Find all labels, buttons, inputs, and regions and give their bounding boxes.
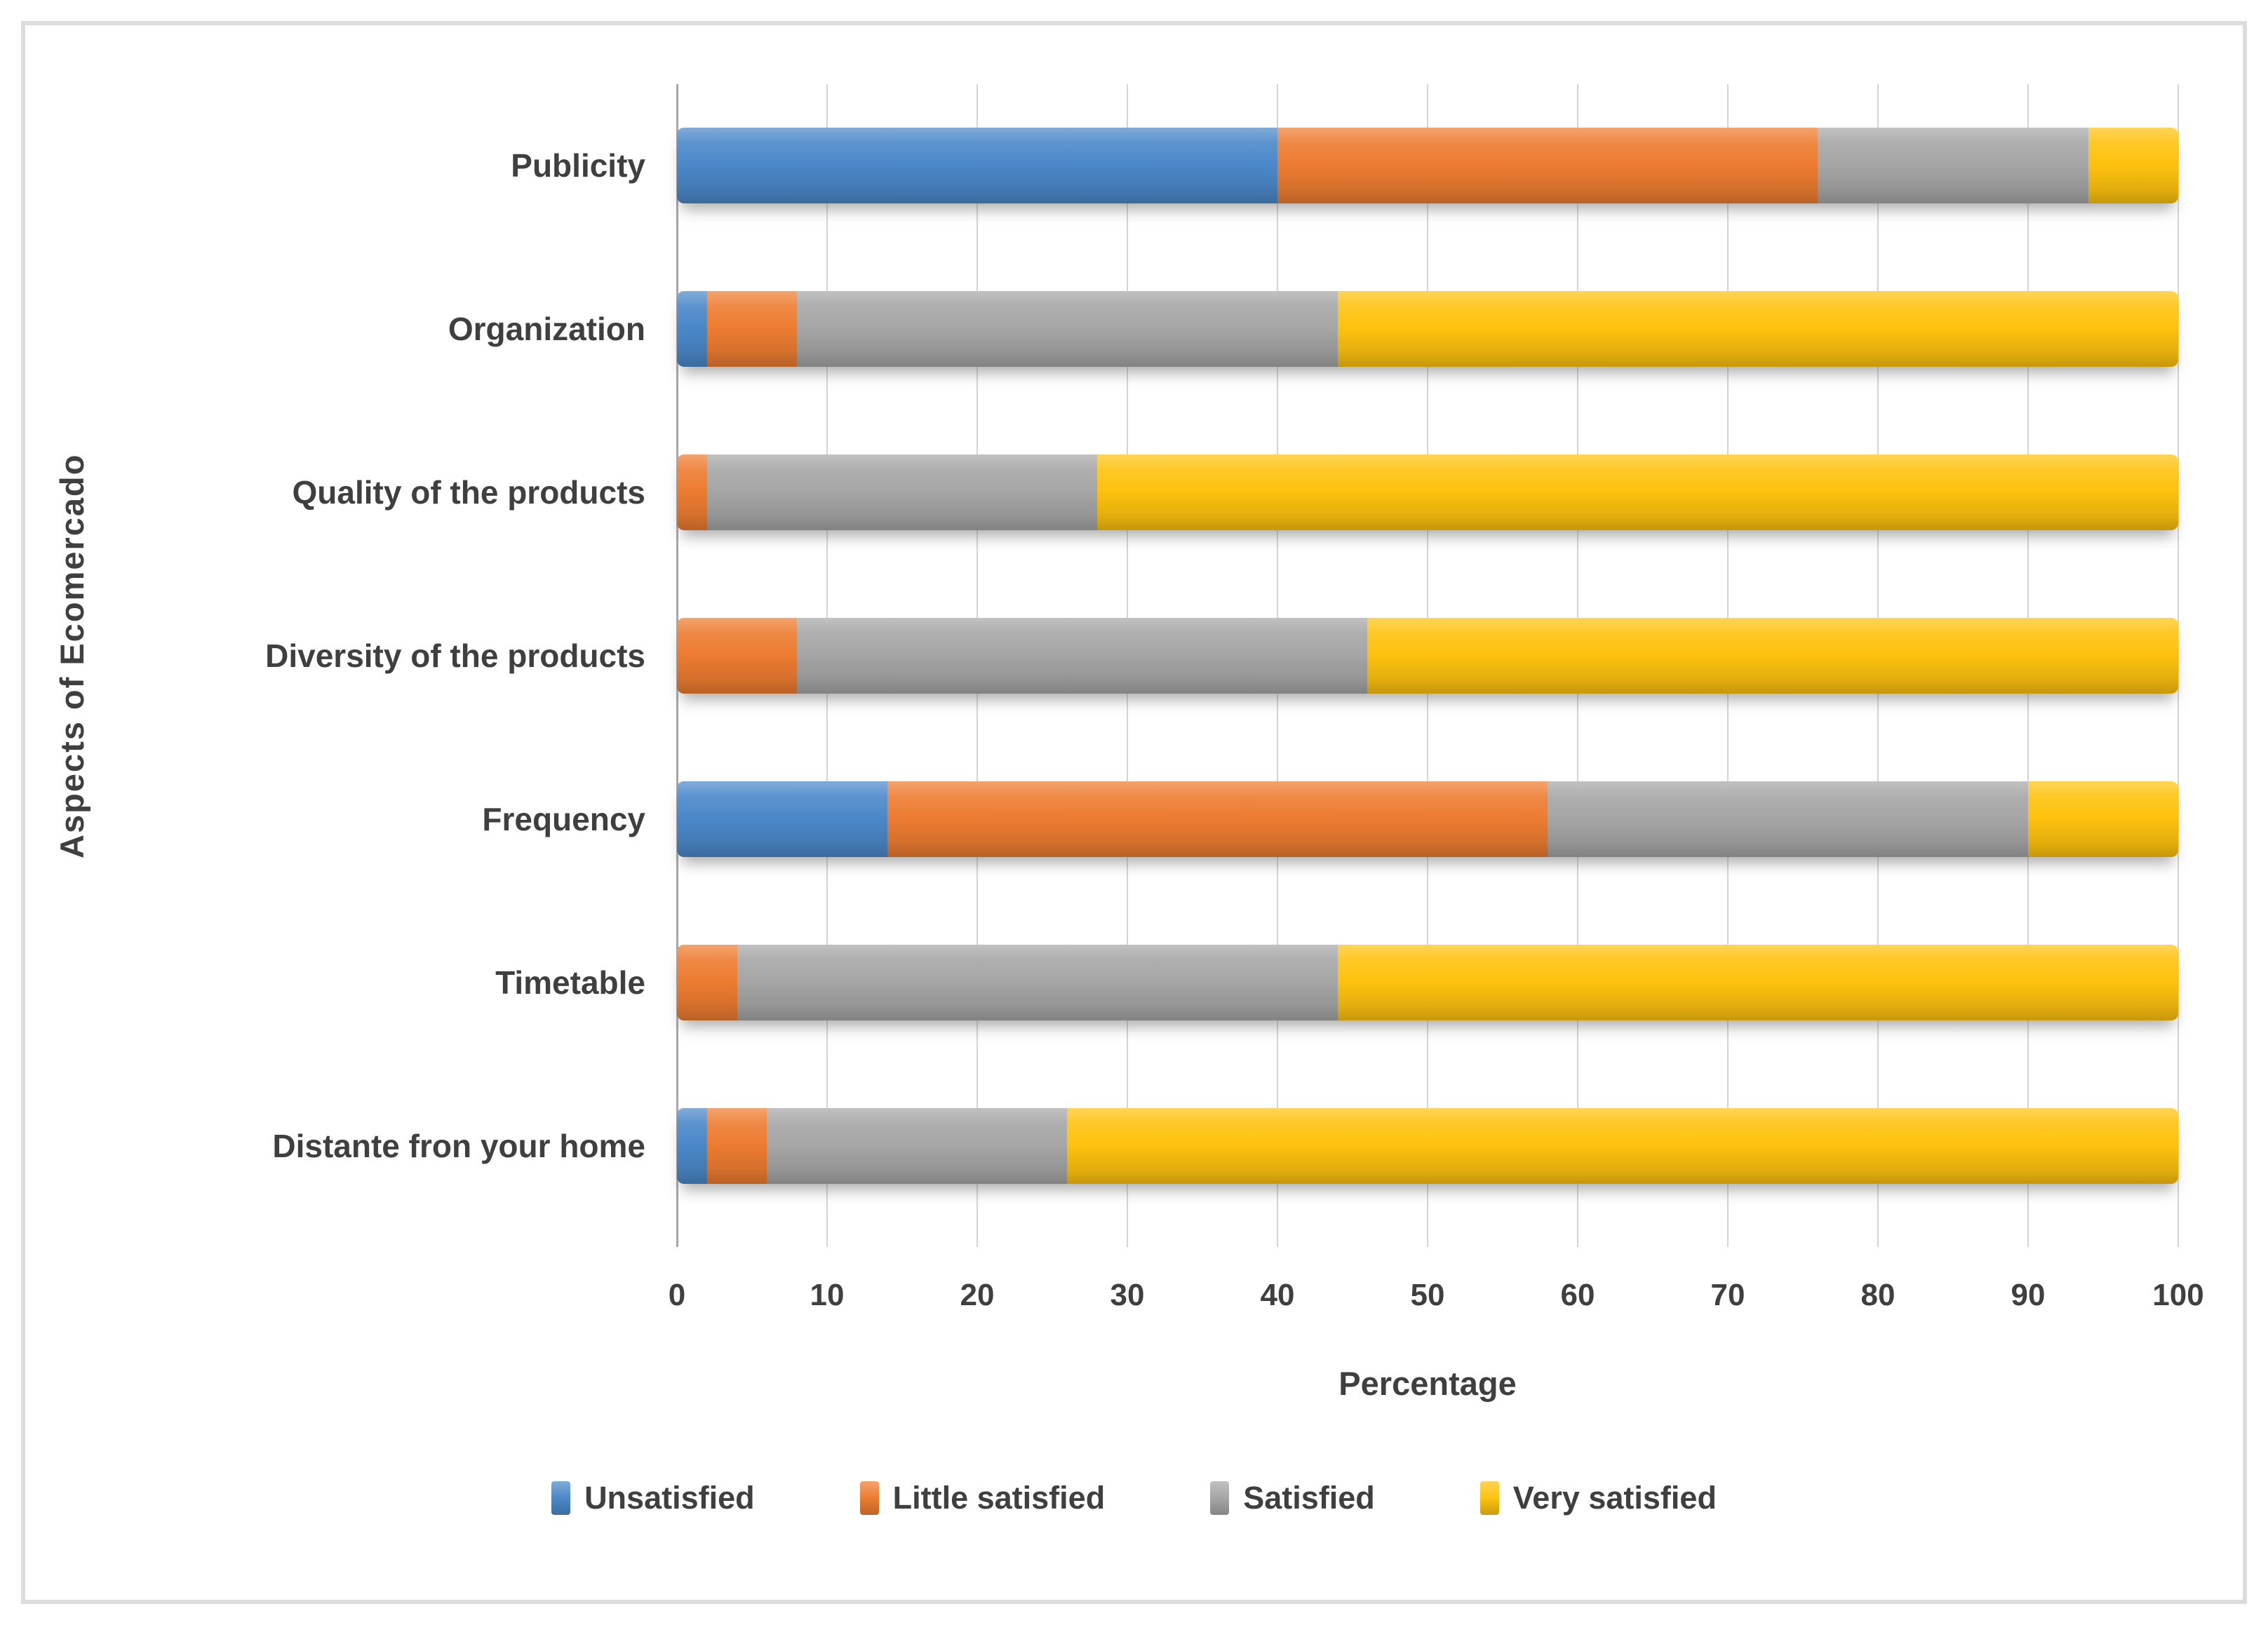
bar-publicity [677,128,2178,204]
x-tick-label-10: 10 [810,1278,845,1312]
category-label-diversity-of-the-products: Diversity of the products [265,637,645,674]
legend: Unsatisfied Little satisfied Satisfied Very… [0,1480,2268,1516]
x-axis-ticks: 0 10 20 30 40 50 60 70 80 90 100 [0,1278,2268,1320]
legend-label-very-satisfied: Very satisfied [1512,1480,1717,1516]
legend-item-very-satisfied: Very satisfied [1479,1480,1717,1516]
category-label-frequency: Frequency [482,800,645,837]
bar-segment-little-satisfied [677,618,798,694]
bar-timetable [677,944,2178,1020]
legend-swatch-satisfied [1210,1481,1230,1515]
bar-segment-very-satisfied [1367,618,2178,694]
category-label-quality-of-the-products: Quality of the products [292,474,645,511]
x-tick-label-70: 70 [1710,1278,1745,1312]
legend-label-little-satisfied: Little satisfied [892,1480,1106,1516]
bar-segment-unsatisfied [677,291,707,368]
bar-segment-satisfied [737,944,1338,1020]
bar-segment-satisfied [797,618,1368,694]
legend-label-unsatisfied: Unsatisfied [584,1480,755,1516]
bar-segment-satisfied [1818,128,2088,204]
bar-segment-unsatisfied [677,781,887,857]
legend-swatch-unsatisfied [551,1481,571,1515]
bar-organization [677,291,2178,368]
x-tick-label-30: 30 [1110,1278,1145,1312]
bar-segment-satisfied [767,1107,1068,1184]
category-label-distante-fron-your-home: Distante fron your home [272,1127,645,1164]
legend-swatch-little-satisfied [859,1481,879,1515]
bar-segment-very-satisfied [1067,1107,2178,1184]
bar-segment-little-satisfied [677,944,737,1020]
bar-segment-very-satisfied [1337,944,2178,1020]
legend-item-satisfied: Satisfied [1210,1480,1375,1516]
x-tick-label-0: 0 [668,1278,686,1312]
bar-segment-unsatisfied [677,1107,707,1184]
x-tick-label-50: 50 [1410,1278,1445,1312]
bar-segment-very-satisfied [1097,454,2178,531]
legend-item-unsatisfied: Unsatisfied [551,1480,755,1516]
bar-segment-little-satisfied [706,1107,767,1184]
bar-diversity-of-the-products [677,618,2178,694]
bar-segment-satisfied [706,454,1098,531]
gridline [2178,84,2179,1247]
x-tick-label-40: 40 [1260,1278,1295,1312]
bar-distante-fron-your-home [677,1107,2178,1184]
x-tick-label-80: 80 [1860,1278,1895,1312]
plot-area [676,84,2179,1247]
bar-segment-little-satisfied [706,291,798,368]
x-tick-label-60: 60 [1560,1278,1595,1312]
bar-frequency [677,781,2178,857]
legend-swatch-very-satisfied [1479,1481,1499,1515]
x-tick-label-20: 20 [960,1278,995,1312]
legend-item-little-satisfied: Little satisfied [859,1480,1106,1516]
bar-quality-of-the-products [677,454,2178,531]
category-label-timetable: Timetable [495,964,645,1001]
bar-segment-very-satisfied [2027,781,2178,857]
x-tick-label-100: 100 [2152,1278,2204,1312]
bar-segment-little-satisfied [1277,128,1818,204]
bar-segment-little-satisfied [887,781,1548,857]
legend-label-satisfied: Satisfied [1243,1480,1375,1516]
bar-segment-little-satisfied [677,454,707,531]
bar-segment-satisfied [1548,781,2028,857]
bar-segment-very-satisfied [1337,291,2178,368]
category-axis: Publicity Organization Quality of the prod… [28,84,645,1227]
bar-segment-unsatisfied [677,128,1277,204]
x-tick-label-90: 90 [2011,1278,2046,1312]
bar-segment-very-satisfied [2088,128,2178,204]
category-label-organization: Organization [448,311,645,348]
x-axis-title: Percentage [1338,1365,1517,1402]
bar-segment-satisfied [797,291,1338,368]
category-label-publicity: Publicity [511,147,645,184]
